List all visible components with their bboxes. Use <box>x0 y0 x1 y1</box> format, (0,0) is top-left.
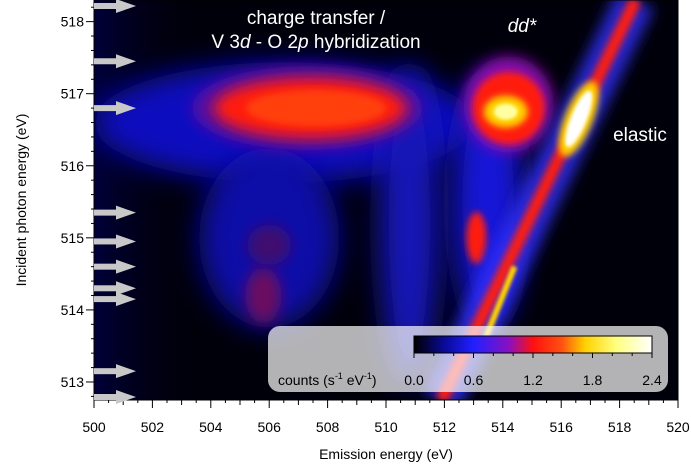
annotation-dd: dd* <box>508 16 537 37</box>
elastic-peak-centre <box>565 90 593 147</box>
arrow-head <box>116 234 136 249</box>
incident-arrow <box>94 364 136 379</box>
incident-energy-arrows <box>94 0 136 404</box>
x-tick-label: 516 <box>550 419 574 435</box>
colorbar-tick-label: 2.4 <box>642 372 662 388</box>
incident-arrow <box>94 281 136 296</box>
blue-band-vertical <box>379 63 440 384</box>
arrow-shaft <box>94 209 116 216</box>
colorbar-panel: counts (s-1 eV-1) 0.0 0.6 1.2 1.8 2.4 <box>268 326 668 392</box>
plot-area <box>94 0 678 400</box>
incident-arrow <box>94 292 136 307</box>
arrow-shaft <box>94 285 116 292</box>
y-tick-label: 517 <box>61 86 85 102</box>
arrow-head <box>116 364 136 379</box>
arrow-shaft <box>94 58 116 65</box>
annotation-charge-transfer-line2: V 3d - O 2p hybridization <box>211 32 420 53</box>
colorbar-tick-label: 0.0 <box>404 372 424 388</box>
incident-arrow <box>94 234 136 249</box>
x-tick-label: 514 <box>491 419 515 435</box>
x-tick-label: 508 <box>316 419 340 435</box>
arrow-shaft <box>94 105 116 112</box>
arrow-shaft <box>94 394 116 400</box>
arrow-shaft <box>94 238 116 245</box>
y-tick-label: 515 <box>61 230 85 246</box>
x-tick-label: 506 <box>258 419 282 435</box>
arrow-head <box>116 54 136 69</box>
incident-arrow <box>94 54 136 69</box>
x-tick-label: 520 <box>666 419 690 435</box>
x-axis-title: Emission energy (eV) <box>319 446 453 462</box>
x-tick-label: 500 <box>82 419 106 435</box>
colorbar-tick-label: 1.2 <box>523 372 543 388</box>
annotation-elastic: elastic <box>613 125 667 146</box>
colorbar-gradient <box>413 335 653 354</box>
arrow-shaft <box>94 296 116 303</box>
arrow-shaft <box>94 3 116 9</box>
charge-transfer-peak <box>245 90 386 127</box>
colorbar-label: counts (s-1 eV-1) <box>278 371 377 388</box>
arrow-shaft <box>94 263 116 270</box>
incident-arrow <box>94 390 136 404</box>
dd-lower <box>466 211 487 264</box>
arrow-head <box>116 259 136 274</box>
incident-arrow <box>94 0 136 13</box>
x-tick-label: 504 <box>199 419 223 435</box>
y-axis: 513 514 515 516 517 518 <box>61 6 94 397</box>
arrow-head <box>116 0 136 13</box>
x-tick-label: 518 <box>608 419 632 435</box>
dd-peak-centre <box>493 103 518 120</box>
x-axis: 500 502 504 506 508 510 512 514 516 518 520 <box>82 400 690 435</box>
arrow-head <box>116 101 136 116</box>
weak-feature-514 <box>245 267 282 324</box>
arrow-shaft <box>94 368 116 375</box>
y-axis-title: Incident photon energy (eV) <box>13 114 29 287</box>
weak-feature-515 <box>247 225 292 266</box>
arrow-head <box>116 281 136 296</box>
x-tick-label: 510 <box>374 419 398 435</box>
annotation-charge-transfer-line1: charge transfer / <box>247 8 386 29</box>
arrow-head <box>116 390 136 404</box>
y-tick-label: 513 <box>61 374 85 390</box>
y-tick-label: 516 <box>61 158 85 174</box>
y-tick-label: 518 <box>61 14 85 30</box>
x-tick-label: 512 <box>433 419 457 435</box>
incident-arrow <box>94 101 136 116</box>
colorbar-tick-label: 0.6 <box>464 372 484 388</box>
x-tick-label: 502 <box>141 419 165 435</box>
incident-arrow <box>94 205 136 220</box>
y-tick-label: 514 <box>61 302 85 318</box>
colorbar-tick-label: 1.8 <box>583 372 603 388</box>
colorbar-ticks: 0.0 0.6 1.2 1.8 2.4 <box>404 353 662 388</box>
incident-arrow <box>94 259 136 274</box>
arrow-head <box>116 292 136 307</box>
arrow-head <box>116 205 136 220</box>
